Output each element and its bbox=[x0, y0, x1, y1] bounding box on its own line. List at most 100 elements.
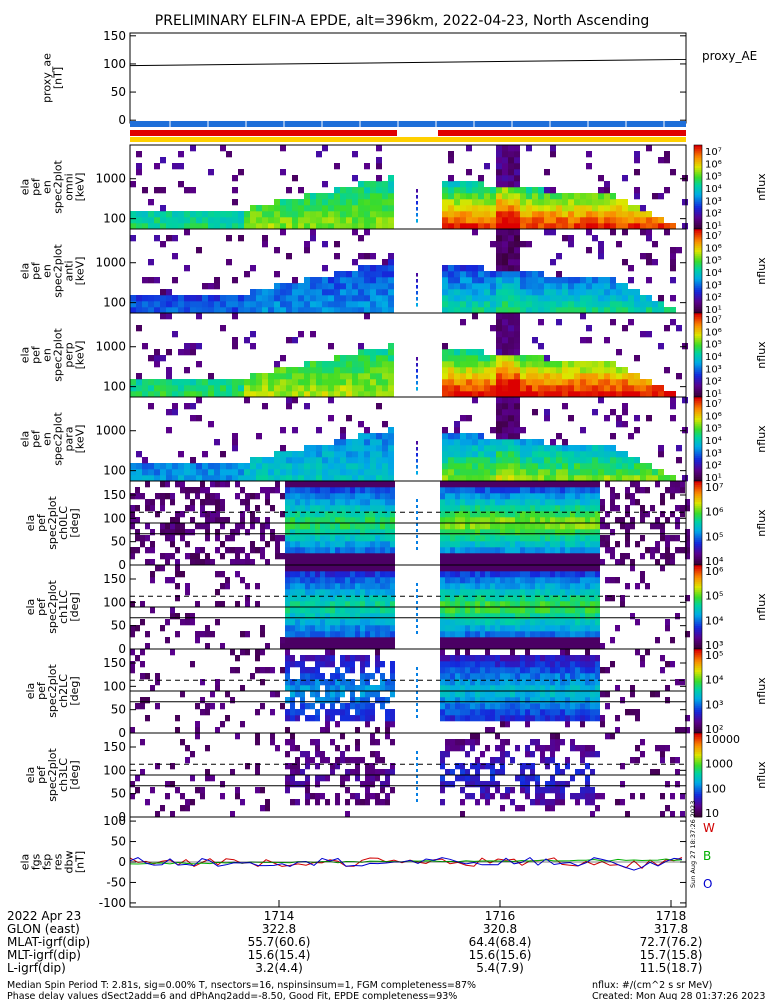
spectrogram-cell bbox=[496, 175, 502, 182]
spectrogram-cell bbox=[510, 637, 515, 644]
spectrogram-cell bbox=[610, 475, 616, 482]
spectrogram-cell bbox=[610, 445, 616, 452]
spectrogram-cell bbox=[305, 589, 310, 596]
spectrogram-cell bbox=[560, 577, 565, 584]
spectrogram-cell bbox=[655, 559, 660, 566]
spectrogram-cell bbox=[390, 481, 395, 488]
spectrogram-cell bbox=[465, 619, 470, 626]
spectrogram-cell bbox=[530, 655, 535, 662]
spectrogram-cell bbox=[280, 211, 286, 218]
spectrogram-cell bbox=[560, 715, 565, 722]
spectrogram-cell bbox=[470, 571, 475, 578]
spectrogram-cell bbox=[675, 481, 680, 488]
spectrogram-cell bbox=[590, 559, 595, 566]
spectrogram-cell bbox=[305, 667, 310, 674]
spectrogram-cell bbox=[490, 487, 495, 494]
spectrogram-cell bbox=[480, 571, 485, 578]
spectrogram-cell bbox=[330, 637, 335, 644]
spectrogram-cell bbox=[586, 223, 592, 230]
spectrogram-cell bbox=[160, 553, 165, 560]
spectrogram-cell bbox=[364, 367, 370, 374]
spectrogram-cell bbox=[370, 181, 376, 188]
spectrogram-cell bbox=[448, 463, 454, 470]
spectrogram-cell bbox=[568, 193, 574, 200]
spectrogram-cell bbox=[640, 253, 646, 260]
spectrogram-cell bbox=[340, 619, 345, 626]
spectrogram-cell bbox=[520, 709, 525, 716]
spectrogram-cell bbox=[388, 289, 394, 296]
spectrogram-cell bbox=[330, 619, 335, 626]
spectrogram-cell bbox=[538, 445, 544, 452]
spectrogram-cell bbox=[685, 715, 690, 722]
spectrogram-cell bbox=[585, 673, 590, 680]
spectrogram-cell bbox=[364, 199, 370, 206]
spectrogram-cell bbox=[375, 697, 380, 704]
spectrogram-cell bbox=[358, 469, 364, 476]
spectrogram-cell bbox=[416, 691, 418, 694]
spectrogram-cell bbox=[484, 451, 490, 458]
spectrogram-cell bbox=[500, 685, 505, 692]
spectrogram-cell bbox=[665, 559, 670, 566]
spectrogram-cell bbox=[442, 211, 448, 218]
spectrogram-cell bbox=[590, 571, 595, 578]
spectrogram-cell bbox=[262, 307, 268, 314]
spectrogram-cell bbox=[355, 589, 360, 596]
spectrogram-cell bbox=[575, 607, 580, 614]
spectrogram-cell bbox=[265, 523, 270, 530]
spectrogram-cell bbox=[335, 559, 340, 566]
spectrogram-cell bbox=[465, 601, 470, 608]
spectrogram-cell bbox=[365, 595, 370, 602]
spectrogram-cell bbox=[260, 631, 265, 638]
spectrogram-cell bbox=[304, 283, 310, 290]
spectrogram-cell bbox=[616, 211, 622, 218]
spectrogram-cell bbox=[280, 307, 286, 314]
spectrogram-cell bbox=[550, 217, 556, 224]
spectrogram-cell bbox=[355, 553, 360, 560]
spectrogram-cell bbox=[454, 439, 460, 446]
spectrogram-cell bbox=[660, 523, 665, 530]
spectrogram-cell bbox=[454, 451, 460, 458]
spectrogram-cell bbox=[545, 661, 550, 668]
spectrogram-cell bbox=[135, 505, 140, 512]
spectrogram-cell bbox=[634, 469, 640, 476]
spectrogram-cell bbox=[265, 517, 270, 524]
spectrogram-cell bbox=[465, 625, 470, 632]
spectrogram-cell bbox=[160, 475, 166, 482]
spectrogram-cell bbox=[358, 463, 364, 470]
spectrogram-cell bbox=[365, 619, 370, 626]
spectrogram-cell bbox=[370, 469, 376, 476]
spectrogram-cell bbox=[595, 607, 600, 614]
spectrogram-cell bbox=[180, 805, 185, 812]
spectrogram-cell bbox=[364, 433, 370, 440]
spectrogram-cell bbox=[460, 667, 465, 674]
spectrogram-cell bbox=[595, 595, 600, 602]
spectrogram-cell bbox=[184, 469, 190, 476]
spectrogram-cell bbox=[335, 685, 340, 692]
spectrogram-cell bbox=[535, 625, 540, 632]
spectrogram-cell bbox=[496, 373, 502, 380]
spectrogram-cell bbox=[185, 757, 190, 764]
spectrogram-cell bbox=[484, 271, 490, 278]
spectrogram-cell bbox=[520, 595, 525, 602]
spectrogram-cell bbox=[466, 391, 472, 398]
spectrogram-cell bbox=[630, 499, 635, 506]
spectrogram-cell bbox=[535, 715, 540, 722]
spectrogram-cell bbox=[325, 499, 330, 506]
spectrogram-cell bbox=[485, 529, 490, 536]
spectrogram-cell bbox=[220, 463, 226, 470]
spectrogram-cell bbox=[560, 643, 565, 650]
spectrogram-cell bbox=[460, 481, 465, 488]
spectrogram-cell bbox=[658, 475, 664, 482]
spectrogram-cell bbox=[550, 391, 556, 398]
spectrogram-cell bbox=[472, 205, 478, 212]
spectrogram-cell bbox=[495, 715, 500, 722]
spectrogram-cell bbox=[286, 463, 292, 470]
spectrogram-cell bbox=[550, 475, 556, 482]
spectrogram-cell bbox=[652, 385, 658, 392]
spectrogram-cell bbox=[346, 187, 352, 194]
spectrogram-cell bbox=[510, 493, 515, 500]
spectrogram-cell bbox=[634, 223, 640, 230]
spectrogram-cell bbox=[325, 721, 330, 728]
spectrogram-cell bbox=[515, 481, 520, 488]
spectrogram-cell bbox=[460, 685, 465, 692]
